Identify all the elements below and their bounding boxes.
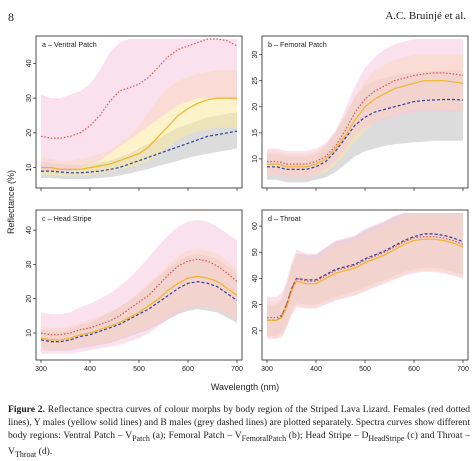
y-tick-label: 20 bbox=[26, 295, 33, 303]
caption-sub-1: Patch bbox=[132, 433, 150, 443]
y-tick-label: 40 bbox=[26, 59, 33, 67]
caption-text-5: (d). bbox=[36, 445, 53, 457]
caption-sub-2: FemoralPatch bbox=[241, 433, 287, 443]
panel-label: a – Ventral Patch bbox=[42, 40, 97, 49]
reflectance-figure: Reflectance (%) Wavelength (nm) 10 20 30 40… bbox=[6, 35, 469, 392]
ymale-mean-line bbox=[40, 275, 238, 341]
x-tick-label: 400 bbox=[84, 366, 96, 373]
caption-text-1: Reflectance spectra curves of colour mor… bbox=[8, 404, 470, 441]
y-tick-label: 30 bbox=[252, 301, 259, 309]
y-axis-title: Reflectance (%) bbox=[6, 170, 16, 234]
female-band bbox=[41, 219, 237, 354]
bmale-mean-line bbox=[40, 280, 238, 343]
y-tick-label: 20 bbox=[252, 103, 259, 111]
figure-caption: Figure 2. Reflectance spectra curves of … bbox=[8, 403, 470, 461]
ymale-mean-line bbox=[267, 238, 464, 321]
caption-sub-3: HeadStripe bbox=[368, 433, 405, 443]
y-tick-label: 60 bbox=[252, 222, 259, 230]
y-tick-label: 10 bbox=[26, 164, 33, 172]
page-number: 8 bbox=[8, 10, 14, 24]
y-tick-label: 20 bbox=[252, 327, 259, 335]
x-tick-label: 400 bbox=[310, 366, 322, 373]
female-band bbox=[267, 213, 463, 339]
x-tick-label: 700 bbox=[231, 366, 243, 373]
panel-plot-area bbox=[40, 38, 238, 180]
x-tick-label: 600 bbox=[182, 366, 194, 373]
panel-plot-area bbox=[267, 213, 464, 339]
female-band bbox=[267, 39, 463, 178]
y-tick-label: 25 bbox=[252, 77, 259, 85]
panels-group: 10 20 30 40 a – Ventral Patch 10 15 20 25 30 b – F… bbox=[26, 35, 469, 373]
female-band bbox=[41, 39, 237, 172]
x-tick-label: 700 bbox=[457, 366, 469, 373]
panel-d: 20 30 40 50 60 300 400 500 600 700 d – Throat bbox=[252, 209, 469, 373]
female-mean-line bbox=[267, 72, 464, 165]
female-mean-line bbox=[40, 38, 238, 139]
y-tick-label: 50 bbox=[252, 248, 259, 256]
ymale-mean-line bbox=[41, 97, 237, 170]
x-tick-label: 600 bbox=[408, 366, 420, 373]
y-tick-label: 30 bbox=[26, 94, 33, 102]
x-tick-label: 300 bbox=[35, 366, 47, 373]
y-tick-label: 15 bbox=[252, 129, 259, 137]
y-tick-label: 30 bbox=[252, 51, 259, 59]
bmale-mean-line bbox=[41, 130, 238, 174]
y-tick-label: 30 bbox=[26, 260, 33, 268]
panel-label: c – Head Stripe bbox=[42, 214, 92, 223]
y-tick-label: 20 bbox=[26, 129, 33, 137]
female-mean-line bbox=[267, 236, 464, 319]
panel-c: 10 20 30 40 300 400 500 600 700 c – Head Stripe bbox=[26, 209, 243, 373]
x-tick-label: 500 bbox=[133, 366, 145, 373]
caption-sub-4: Throat bbox=[14, 449, 37, 459]
panel-a: 10 20 30 40 a – Ventral Patch bbox=[26, 35, 243, 191]
panel-b: 10 15 20 25 30 b – Femoral Patch bbox=[252, 35, 469, 191]
caption-text-3: (b); Head Stripe – D bbox=[286, 430, 369, 441]
x-axis-title: Wavelength (nm) bbox=[211, 382, 279, 392]
panel-plot-area bbox=[40, 219, 238, 354]
caption-label: Figure 2. bbox=[8, 404, 45, 415]
caption-text-2: (a); Femoral Patch – V bbox=[149, 430, 242, 441]
y-tick-label: 40 bbox=[26, 226, 33, 234]
x-tick-label: 500 bbox=[359, 366, 371, 373]
x-tick-label: 300 bbox=[261, 366, 273, 373]
running-head-author: A.C. Bruinjé et al. bbox=[385, 10, 466, 22]
ymale-mean-line bbox=[267, 80, 464, 168]
female-mean-line bbox=[40, 258, 238, 336]
y-tick-label: 40 bbox=[252, 274, 259, 282]
y-tick-label: 10 bbox=[252, 155, 259, 163]
bmale-mean-line bbox=[267, 98, 464, 170]
panel-label: b – Femoral Patch bbox=[268, 40, 327, 49]
panel-plot-area bbox=[267, 39, 464, 183]
panel-label: d – Throat bbox=[268, 214, 301, 223]
bmale-mean-line bbox=[267, 233, 464, 321]
y-tick-label: 10 bbox=[26, 329, 33, 337]
